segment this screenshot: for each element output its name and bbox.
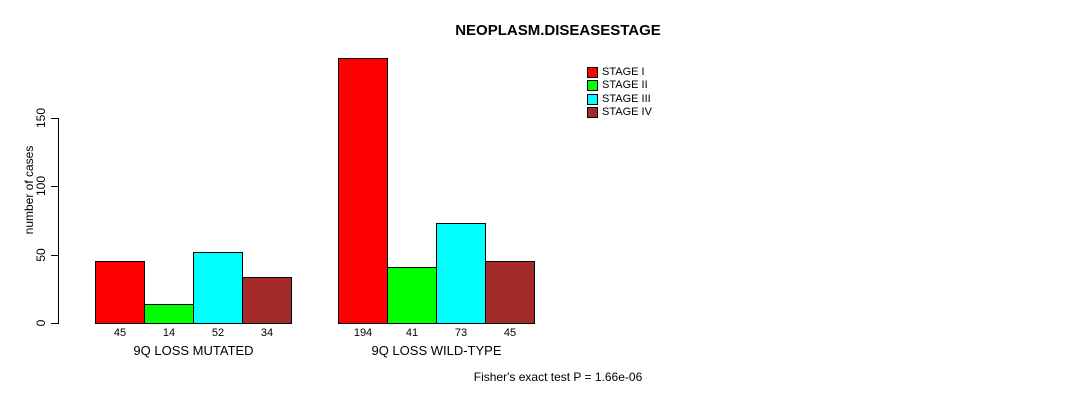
bar-value-label: 52 (211, 327, 225, 339)
legend-swatch-icon (587, 107, 598, 119)
bar-value-label: 45 (503, 327, 517, 339)
bar-stage-ii (387, 267, 437, 324)
legend-row: STAGE III (587, 93, 652, 106)
legend-swatch-icon (587, 80, 598, 92)
legend-swatch-icon (587, 93, 598, 105)
legend-row: STAGE II (587, 79, 652, 92)
bar-value-label: 34 (260, 327, 274, 339)
y-tick-label: 50 (34, 248, 48, 262)
legend-row: STAGE I (587, 66, 652, 79)
y-tick-label: 150 (34, 107, 48, 129)
bar-stage-i (95, 261, 145, 324)
legend-row: STAGE IV (587, 106, 652, 119)
y-axis-tick (51, 323, 58, 324)
group-label: 9Q LOSS MUTATED (133, 343, 254, 358)
bar-value-label: 194 (353, 327, 373, 339)
y-axis-tick (51, 186, 58, 187)
bar-stage-ii (144, 304, 194, 324)
bar-value-label: 73 (454, 327, 468, 339)
bar-value-label: 14 (162, 327, 176, 339)
y-axis-tick (51, 118, 58, 119)
bar-stage-i (338, 58, 388, 324)
y-tick-label: 0 (34, 319, 48, 327)
y-tick-label: 100 (34, 175, 48, 197)
footnote-fisher-test: Fisher's exact test P = 1.66e-06 (473, 370, 643, 384)
legend-label: STAGE III (602, 92, 651, 105)
bar-value-label: 41 (405, 327, 419, 339)
legend-label: STAGE IV (602, 106, 652, 119)
legend-swatch-icon (587, 67, 598, 78)
bar-stage-iii (436, 223, 486, 324)
legend-label: STAGE I (602, 66, 645, 78)
legend: STAGE I STAGE II STAGE III STAGE IV (587, 66, 652, 120)
bar-stage-iii (193, 252, 243, 324)
group-label: 9Q LOSS WILD-TYPE (371, 343, 502, 358)
legend-label: STAGE II (602, 79, 648, 92)
chart-title: NEOPLASM.DISEASESTAGE (455, 22, 661, 39)
bar-stage-iv (485, 261, 535, 324)
y-axis-tick (51, 255, 58, 256)
bar-stage-iv (242, 277, 292, 324)
bar-value-label: 45 (113, 327, 127, 339)
y-axis-line (58, 118, 59, 324)
